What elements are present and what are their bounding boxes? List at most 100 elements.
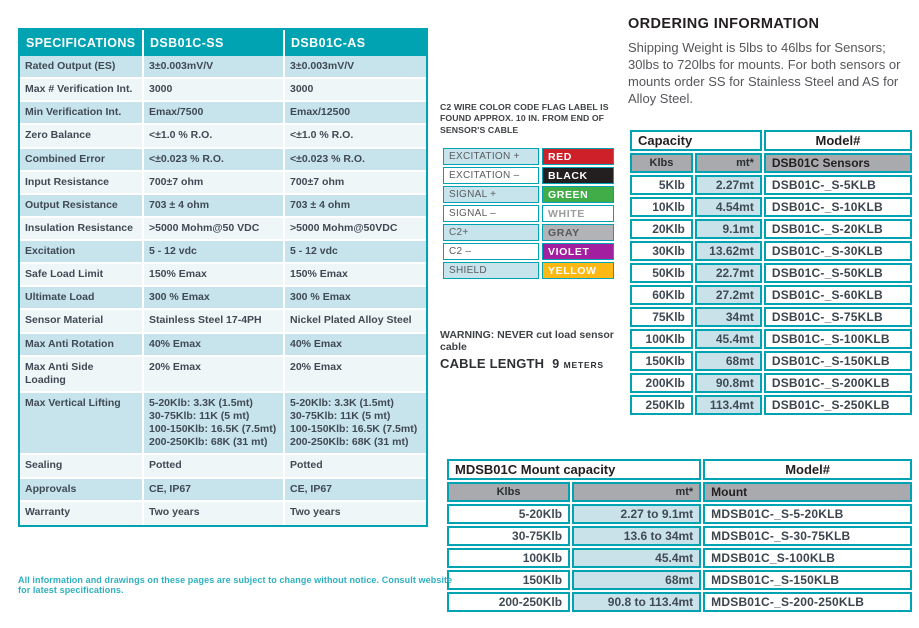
spec-label: Warranty: [20, 501, 144, 525]
capacity-klbs: 75Klb: [630, 307, 693, 327]
capacity-klbs: 50Klb: [630, 263, 693, 283]
spec-value-ss: 40% Emax: [144, 333, 285, 357]
model-number: DSB01C-_S-50KLB: [763, 263, 912, 283]
spec-label: Approvals: [20, 478, 144, 502]
wire-color-swatch: GRAY: [542, 224, 614, 241]
table-row: 200-250Klb 90.8 to 113.4mt MDSB01C-_S-200-…: [447, 592, 912, 612]
spec-value-as: Nickel Plated Alloy Steel: [285, 310, 426, 334]
model-number: MDSB01C-_S-30-75KLB: [703, 526, 912, 546]
table-row: Combined Error <±0.023 % R.O. <±0.023 % R.…: [20, 148, 426, 172]
wire-signal: EXCITATION +: [443, 148, 539, 165]
model-number: DSB01C-_S-150KLB: [763, 351, 912, 371]
table-row: 150Klb 68mt MDSB01C-_S-150KLB: [447, 570, 912, 590]
table-row: Ultimate Load 300 % Emax 300 % Emax: [20, 287, 426, 311]
table-row: 75Klb 34mt DSB01C-_S-75KLB: [630, 307, 912, 327]
model-number: DSB01C-_S-100KLB: [763, 329, 912, 349]
sensor-header-row: Capacity Model#: [630, 130, 912, 151]
spec-value-as: 300 % Emax: [285, 287, 426, 311]
wire-color-swatch: BLACK: [542, 167, 614, 184]
mount-header-row: MDSB01C Mount capacity Model#: [447, 459, 912, 480]
capacity-mt: 27.2mt: [694, 285, 762, 305]
table-row: 250Klb 113.4mt DSB01C-_S-250KLB: [630, 395, 912, 415]
capacity-mt: 13.6 to 34mt: [572, 526, 702, 546]
table-row: Safe Load Limit 150% Emax 150% Emax: [20, 264, 426, 288]
wire-signal: C2+: [443, 224, 539, 241]
sensors-subheader: DSB01C Sensors: [763, 153, 912, 173]
mount-subheader-row: Klbs mt* Mount: [447, 482, 912, 502]
spec-value-ss: >5000 Mohm@50 VDC: [144, 217, 285, 241]
model-number: DSB01C-_S-5KLB: [763, 175, 912, 195]
capacity-mt: 13.62mt: [694, 241, 762, 261]
spec-header-specifications: SPECIFICATIONS: [20, 30, 144, 56]
spec-value-ss: 150% Emax: [144, 264, 285, 288]
spec-value-ss: 5 - 12 vdc: [144, 241, 285, 265]
table-row: 50Klb 22.7mt DSB01C-_S-50KLB: [630, 263, 912, 283]
table-row: C2 – VIOLET: [443, 243, 614, 260]
mount-model-header: Model#: [703, 459, 912, 480]
cable-length-value: 9: [552, 357, 560, 371]
spec-value-ss: 20% Emax: [144, 356, 285, 393]
capacity-mt: 34mt: [694, 307, 762, 327]
capacity-klbs: 100Klb: [630, 329, 693, 349]
table-row: 100Klb 45.4mt DSB01C-_S-100KLB: [630, 329, 912, 349]
model-number: DSB01C-_S-200KLB: [763, 373, 912, 393]
spec-value-ss: Stainless Steel 17-4PH: [144, 310, 285, 334]
capacity-mt: 22.7mt: [694, 263, 762, 283]
capacity-klbs: 10Klb: [630, 197, 693, 217]
table-row: Insulation Resistance >5000 Mohm@50 VDC >5…: [20, 217, 426, 241]
model-number: DSB01C-_S-250KLB: [763, 395, 912, 415]
spec-value-ss: 3±0.003mV/V: [144, 56, 285, 80]
capacity-mt: 68mt: [694, 351, 762, 371]
table-row: 30-75Klb 13.6 to 34mt MDSB01C-_S-30-75KLB: [447, 526, 912, 546]
spec-label: Max Anti Side Loading: [20, 356, 144, 393]
table-row: Output Resistance 703 ± 4 ohm 703 ± 4 ohm: [20, 194, 426, 218]
wire-color-note: C2 WIRE COLOR CODE FLAG LABEL IS FOUND A…: [440, 102, 609, 135]
spec-header-row: SPECIFICATIONS DSB01C-SS DSB01C-AS: [20, 30, 426, 56]
wire-color-swatch: WHITE: [542, 205, 614, 222]
spec-label: Safe Load Limit: [20, 264, 144, 288]
capacity-klbs: 60Klb: [630, 285, 693, 305]
spec-value-ss: 703 ± 4 ohm: [144, 194, 285, 218]
spec-label: Zero Balance: [20, 125, 144, 149]
spec-value-as: <±0.023 % R.O.: [285, 148, 426, 172]
capacity-mt: 113.4mt: [694, 395, 762, 415]
table-row: 150Klb 68mt DSB01C-_S-150KLB: [630, 351, 912, 371]
spec-header-ss: DSB01C-SS: [144, 30, 285, 56]
table-row: 10Klb 4.54mt DSB01C-_S-10KLB: [630, 197, 912, 217]
spec-value-ss: 3000: [144, 79, 285, 103]
wire-color-swatch: VIOLET: [542, 243, 614, 260]
spec-value-as: 3000: [285, 79, 426, 103]
spec-value-ss: Two years: [144, 501, 285, 525]
spec-value-ss: <±0.023 % R.O.: [144, 148, 285, 172]
spec-value-ss: Potted: [144, 455, 285, 479]
wire-signal: SIGNAL –: [443, 205, 539, 222]
spec-header-as: DSB01C-AS: [285, 30, 426, 56]
spec-value-ss: Emax/7500: [144, 102, 285, 126]
model-number: DSB01C-_S-30KLB: [763, 241, 912, 261]
spec-value-as: Potted: [285, 455, 426, 479]
table-row: Max Anti Rotation 40% Emax 40% Emax: [20, 333, 426, 357]
capacity-klbs: 200-250Klb: [447, 592, 571, 612]
specifications-table: SPECIFICATIONS DSB01C-SS DSB01C-AS Rated…: [18, 28, 428, 527]
spec-label: Sensor Material: [20, 310, 144, 334]
spec-value-ss: <±1.0 % R.O.: [144, 125, 285, 149]
cable-length: CABLE LENGTH 9 METERS: [440, 355, 660, 373]
mount-capacity-header: MDSB01C Mount capacity: [447, 459, 702, 480]
spec-value-as: Emax/12500: [285, 102, 426, 126]
table-row: 20Klb 9.1mt DSB01C-_S-20KLB: [630, 219, 912, 239]
table-row: Min Verification Int. Emax/7500 Emax/12500: [20, 102, 426, 126]
capacity-klbs: 100Klb: [447, 548, 571, 568]
spec-value-as: Two years: [285, 501, 426, 525]
spec-value-as: CE, IP67: [285, 478, 426, 502]
spec-value-as: 700±7 ohm: [285, 171, 426, 195]
sensor-subheader-row: Klbs mt* DSB01C Sensors: [630, 153, 912, 173]
spec-label: Output Resistance: [20, 194, 144, 218]
table-row: Sensor Material Stainless Steel 17-4PH Nic…: [20, 310, 426, 334]
capacity-mt: 45.4mt: [572, 548, 702, 568]
spec-label: Max # Verification Int.: [20, 79, 144, 103]
mount-capacity-table: MDSB01C Mount capacity Model# Klbs mt* M…: [445, 457, 914, 614]
spec-value-as: <±1.0 % R.O.: [285, 125, 426, 149]
capacity-klbs: 150Klb: [630, 351, 693, 371]
table-row: 200Klb 90.8mt DSB01C-_S-200KLB: [630, 373, 912, 393]
capacity-mt: 90.8mt: [694, 373, 762, 393]
